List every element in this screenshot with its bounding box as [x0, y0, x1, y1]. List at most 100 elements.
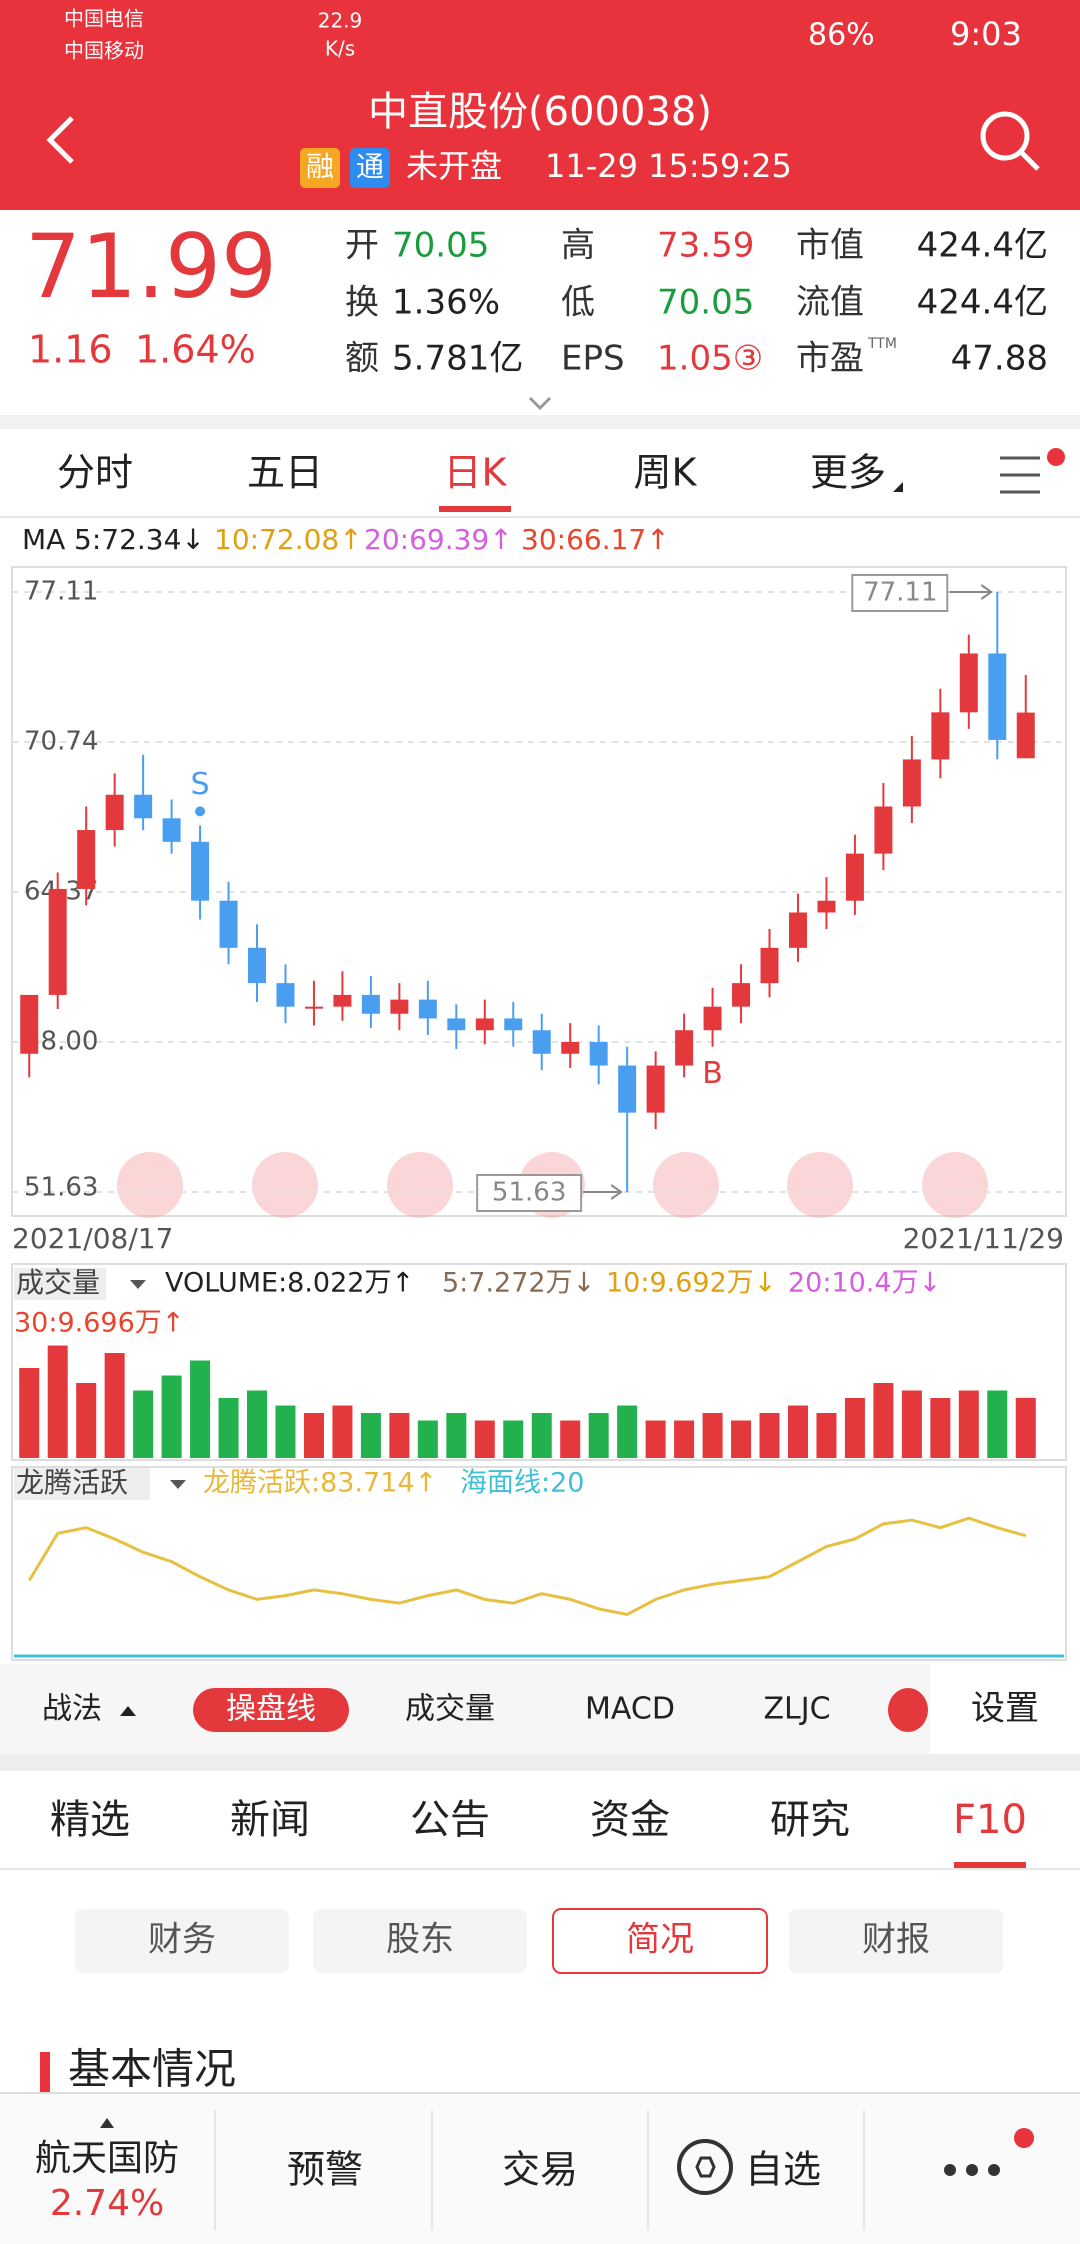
candle-body — [532, 1030, 551, 1054]
max-label: 77.11 — [863, 578, 937, 608]
volume-legend: 5:7.272万↓ — [442, 1268, 595, 1299]
sub-tab[interactable]: 股东 — [386, 1920, 454, 1960]
change-pct: 1.64% — [135, 328, 256, 372]
volume-bar — [958, 1390, 979, 1458]
tab-underline — [954, 1862, 1026, 1868]
candle-body — [77, 830, 96, 889]
news-tab[interactable]: 新闻 — [230, 1797, 310, 1843]
candle-body — [304, 1006, 323, 1009]
candle-body — [475, 1018, 494, 1031]
max-arrow — [949, 584, 994, 600]
y-tick-label: 51.63 — [24, 1173, 98, 1203]
volume-bar — [19, 1368, 40, 1458]
volume-frame — [11, 1263, 1067, 1461]
volume-bar — [588, 1413, 609, 1458]
stat-value: 70.05 — [657, 283, 754, 323]
volume-bar — [417, 1420, 438, 1458]
back-button[interactable] — [46, 116, 74, 164]
sub-tab[interactable]: 财报 — [862, 1920, 930, 1960]
indicator-tab[interactable]: MACD — [585, 1692, 675, 1727]
volume-bar — [190, 1360, 211, 1458]
nav-item[interactable]: 交易 — [502, 2148, 578, 2192]
dropdown-icon — [170, 1480, 186, 1489]
chart-nav-buttons[interactable] — [117, 1152, 988, 1218]
panel-label[interactable]: 成交量 — [16, 1266, 100, 1299]
candle-body — [959, 653, 978, 713]
stat-label: 市盈 — [796, 339, 864, 379]
volume-bar — [731, 1420, 752, 1458]
badge: 通 — [356, 150, 384, 183]
panel-label[interactable]: 龙腾活跃 — [16, 1466, 128, 1499]
search-button[interactable] — [980, 111, 1040, 171]
buy-signal: B — [702, 1056, 723, 1091]
stat-label: 额 — [345, 339, 379, 379]
indicator-legend: 海面线:20 — [460, 1468, 584, 1499]
section-marker — [40, 2052, 50, 2092]
sub-tab[interactable]: 财务 — [148, 1920, 216, 1960]
candle-body — [333, 994, 352, 1007]
indicator-tab[interactable]: ZLJC — [763, 1692, 830, 1727]
period-tab[interactable]: 分时 — [57, 451, 133, 495]
candle-body — [504, 1018, 523, 1031]
net-speed-unit: K/s — [325, 37, 355, 61]
timestamp: 11-29 15:59:25 — [545, 147, 792, 185]
news-tab[interactable]: F10 — [953, 1797, 1027, 1843]
news-tab[interactable]: 精选 — [50, 1797, 130, 1843]
candle-body — [817, 900, 836, 913]
candle-body — [390, 999, 409, 1014]
stat-label: 高 — [561, 226, 595, 266]
indicator-tab[interactable]: 操盘线 — [226, 1692, 316, 1727]
sector-change: 2.74% — [50, 2183, 164, 2224]
stat-label: EPS — [561, 339, 625, 379]
volume-bar — [1015, 1397, 1036, 1458]
active-pill — [193, 1688, 349, 1732]
volume-bar — [787, 1405, 808, 1458]
dropdown-icon — [130, 1280, 146, 1289]
menu-button[interactable] — [1000, 448, 1065, 494]
nav-item[interactable]: 预警 — [287, 2148, 363, 2192]
candle-body — [675, 1030, 694, 1066]
clock: 9:03 — [950, 15, 1022, 53]
period-tab[interactable]: 周K — [634, 451, 698, 495]
stat-value: 424.4亿 — [917, 283, 1048, 323]
news-tab[interactable]: 公告 — [410, 1797, 490, 1843]
carrier: 中国电信 — [64, 7, 144, 31]
period-tab[interactable]: 五日 — [247, 451, 323, 495]
badge-bg — [300, 148, 340, 188]
stat-label: 开 — [345, 226, 379, 266]
pill-partial — [888, 1688, 928, 1732]
strategy-button[interactable]: 战法 — [42, 1692, 102, 1727]
volume-bar — [389, 1413, 410, 1458]
expand-button[interactable] — [528, 396, 552, 411]
stat-value: 47.88 — [951, 339, 1048, 379]
stat-value: 70.05 — [392, 226, 489, 266]
volume-bar — [674, 1420, 695, 1458]
period-tab[interactable]: 日K — [444, 451, 508, 495]
news-tab[interactable]: 研究 — [770, 1797, 850, 1843]
stat-value: 73.59 — [657, 226, 754, 266]
news-tab[interactable]: 资金 — [590, 1797, 670, 1843]
candle-body — [447, 1018, 466, 1031]
sector-name[interactable]: 航天国防 — [35, 2138, 179, 2179]
more-button[interactable] — [944, 2128, 1034, 2176]
volume-legend: 10:9.692万↓ — [606, 1268, 776, 1299]
candle-body — [902, 759, 921, 807]
volume-bar — [844, 1398, 865, 1458]
candle-body — [589, 1042, 608, 1066]
nav-item[interactable]: 自选 — [745, 2148, 821, 2192]
indicator-tab[interactable]: 成交量 — [405, 1692, 495, 1727]
panel-label-bg — [14, 1468, 150, 1500]
ma-value: 30:66.17↑ — [521, 523, 670, 556]
sub-tab[interactable]: 简况 — [626, 1920, 694, 1960]
stat-value: 424.4亿 — [917, 226, 1048, 266]
candle-body — [760, 947, 779, 984]
sub-tab-bg — [552, 1908, 768, 1974]
settings-button[interactable]: 设置 — [971, 1689, 1039, 1729]
volume-bar — [873, 1383, 894, 1458]
section-title: 基本情况 — [68, 2045, 236, 2094]
period-tab[interactable]: 更多 — [810, 451, 886, 495]
badge: 融 — [306, 150, 334, 183]
min-label-box — [476, 1174, 583, 1212]
